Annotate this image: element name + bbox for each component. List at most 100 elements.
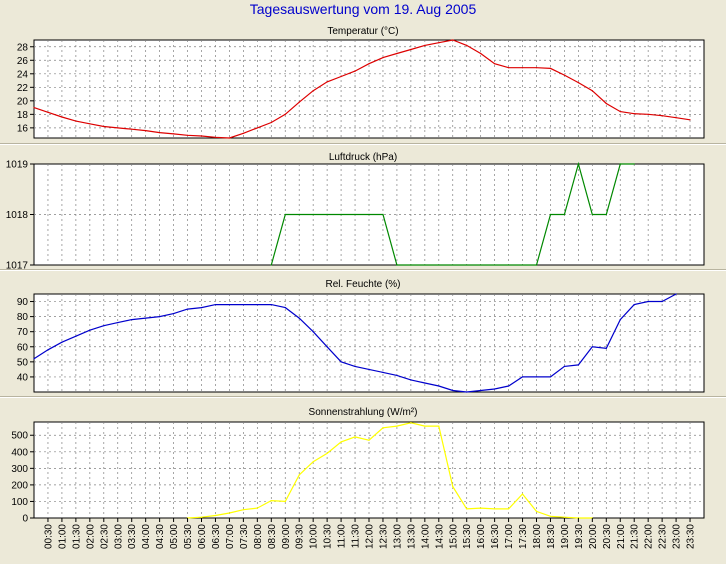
- data-point: [549, 515, 552, 517]
- chart-title: Temperatur (°C): [327, 26, 398, 37]
- data-point: [340, 75, 342, 78]
- y-tick-label: 300: [11, 464, 28, 475]
- data-point: [284, 213, 286, 216]
- x-tick-label: 03:30: [127, 524, 138, 549]
- data-point: [340, 213, 342, 216]
- y-tick-label: 1017: [6, 261, 29, 272]
- x-tick-label: 02:00: [85, 524, 96, 549]
- x-tick-label: 18:00: [532, 524, 543, 549]
- data-point: [633, 113, 635, 115]
- data-point: [214, 304, 217, 306]
- data-point: [577, 364, 580, 366]
- x-tick-label: 16:00: [476, 524, 487, 549]
- data-point: [186, 134, 189, 136]
- data-point: [103, 325, 105, 327]
- data-point: [619, 319, 621, 321]
- data-point: [256, 304, 258, 306]
- x-tick-label: 11:30: [351, 524, 362, 549]
- x-tick-label: 04:00: [141, 524, 152, 549]
- data-point: [563, 213, 566, 216]
- data-point: [354, 70, 356, 72]
- data-point: [549, 376, 552, 378]
- data-point: [242, 304, 244, 306]
- data-point: [117, 322, 119, 324]
- x-tick-label: 04:30: [155, 524, 166, 549]
- data-point: [410, 264, 412, 266]
- data-point: [452, 486, 454, 488]
- y-tick-label: 60: [17, 342, 29, 353]
- data-point: [33, 107, 35, 109]
- data-point: [591, 213, 593, 216]
- data-point: [424, 425, 426, 427]
- data-point: [326, 213, 328, 216]
- data-point: [242, 132, 244, 134]
- data-point: [466, 44, 468, 47]
- data-point: [270, 304, 272, 306]
- data-point: [368, 63, 370, 65]
- y-tick-label: 20: [17, 96, 29, 107]
- data-point: [173, 133, 175, 135]
- data-point: [173, 313, 175, 315]
- data-point: [675, 293, 677, 295]
- data-point: [382, 213, 384, 216]
- y-tick-label: 22: [17, 83, 29, 94]
- x-tick-label: 19:00: [560, 524, 571, 549]
- data-point: [284, 113, 286, 115]
- data-point: [340, 441, 342, 443]
- data-point: [452, 389, 454, 392]
- x-tick-label: 09:00: [281, 524, 292, 549]
- x-tick-label: 19:30: [574, 524, 585, 549]
- x-tick-label: 13:00: [392, 524, 403, 549]
- data-point: [619, 111, 621, 113]
- data-point: [270, 500, 272, 502]
- data-point: [438, 385, 440, 387]
- data-point: [75, 335, 77, 337]
- x-tick-label: 10:00: [309, 524, 320, 549]
- data-point: [312, 331, 314, 333]
- x-tick-label: 18:30: [546, 524, 557, 549]
- data-point: [354, 213, 356, 216]
- x-tick-label: 01:30: [71, 524, 82, 549]
- x-tick-label: 20:00: [588, 524, 599, 549]
- x-tick-label: 01:00: [57, 524, 68, 549]
- data-point: [228, 137, 230, 139]
- data-point: [563, 516, 566, 518]
- x-axis: 00:30 01:00 01:30 02:00 02:30 03:00 03:30 04:00…: [43, 518, 697, 549]
- data-point: [200, 135, 203, 137]
- data-point: [396, 264, 398, 266]
- data-point: [382, 371, 384, 373]
- data-point: [200, 516, 203, 518]
- y-tick-label: 24: [17, 69, 29, 80]
- data-point: [480, 52, 482, 55]
- data-point: [312, 461, 314, 463]
- data-point: [633, 163, 635, 165]
- data-point: [535, 510, 538, 512]
- x-tick-label: 00:30: [43, 524, 54, 549]
- chart-panel-0: Temperatur (°C) 16 18 20 22 24 26 28: [17, 26, 705, 139]
- data-point: [549, 67, 552, 69]
- x-tick-label: 07:00: [225, 524, 236, 549]
- data-point: [438, 42, 440, 44]
- data-point: [368, 213, 370, 216]
- data-point: [340, 361, 342, 363]
- data-point: [354, 365, 356, 367]
- x-tick-label: 13:30: [406, 524, 417, 549]
- data-point: [577, 163, 580, 165]
- data-point: [577, 82, 580, 84]
- x-tick-label: 05:30: [183, 524, 194, 549]
- x-tick-label: 02:30: [99, 524, 110, 549]
- data-point: [131, 128, 133, 130]
- data-point: [605, 347, 607, 349]
- data-point: [452, 39, 454, 41]
- data-point: [89, 123, 91, 125]
- data-point: [563, 365, 566, 367]
- data-point: [298, 317, 300, 319]
- data-point: [508, 385, 510, 387]
- data-point: [535, 376, 538, 378]
- data-point: [410, 48, 412, 51]
- x-tick-label: 14:00: [420, 524, 431, 549]
- x-tick-label: 08:30: [267, 524, 278, 549]
- data-point: [75, 120, 77, 122]
- chart-panel-1: Luftdruck (hPa) 1017 1018 1019: [6, 152, 705, 272]
- x-tick-label: 07:30: [239, 524, 250, 549]
